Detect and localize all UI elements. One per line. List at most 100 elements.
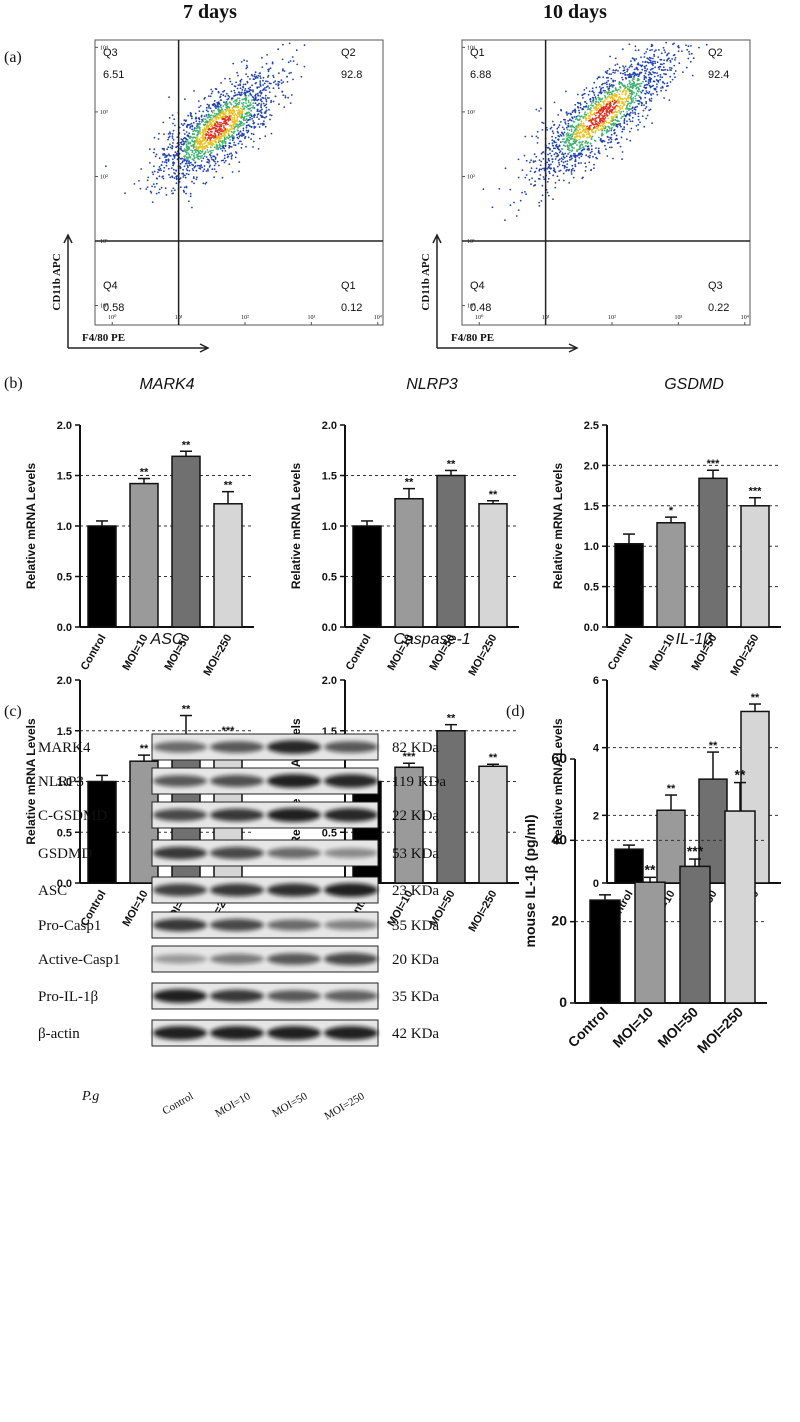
event-dot xyxy=(211,158,214,161)
event-dot xyxy=(595,130,597,132)
event-dot xyxy=(597,151,600,154)
event-dot xyxy=(272,74,274,77)
event-dot xyxy=(611,96,614,99)
event-dot xyxy=(664,73,667,76)
event-dot xyxy=(595,147,597,150)
event-dot xyxy=(585,133,588,136)
blot-band xyxy=(324,919,378,931)
event-dot xyxy=(263,120,265,123)
event-dot xyxy=(197,132,200,135)
molecular-weight: 53 KDa xyxy=(392,846,439,862)
event-dot xyxy=(208,107,210,109)
event-dot xyxy=(274,80,277,82)
event-dot xyxy=(159,167,162,170)
event-dot xyxy=(183,159,186,162)
event-dot xyxy=(610,146,613,149)
event-dot xyxy=(218,138,221,141)
event-dot xyxy=(171,135,174,138)
event-dot xyxy=(185,185,188,188)
event-dot xyxy=(649,99,651,102)
event-dot xyxy=(207,151,210,154)
event-dot xyxy=(189,195,192,198)
event-dot xyxy=(665,41,667,44)
event-dot xyxy=(258,72,261,75)
event-dot xyxy=(185,151,188,154)
event-dot xyxy=(240,146,243,149)
event-dot xyxy=(571,149,574,152)
event-dot xyxy=(612,108,615,110)
event-dot xyxy=(666,85,668,88)
event-dot xyxy=(553,140,555,143)
event-dot xyxy=(577,125,580,128)
event-dot xyxy=(233,85,236,88)
event-dot xyxy=(176,154,179,157)
event-dot xyxy=(270,132,273,135)
event-dot xyxy=(216,122,219,124)
event-dot xyxy=(257,123,260,126)
event-dot xyxy=(231,117,234,119)
event-dot xyxy=(553,170,556,173)
event-dot xyxy=(196,126,199,128)
event-dot xyxy=(645,64,648,67)
y-tick-label: 0 xyxy=(559,994,567,1010)
event-dot xyxy=(181,150,184,152)
event-dot xyxy=(240,116,243,119)
event-dot xyxy=(245,102,247,105)
event-dot xyxy=(636,83,639,86)
event-dot xyxy=(612,79,614,82)
event-dot xyxy=(567,148,570,151)
event-dot xyxy=(184,176,187,179)
event-dot xyxy=(591,96,594,99)
event-dot xyxy=(239,107,242,110)
event-dot xyxy=(599,119,601,122)
event-dot xyxy=(604,71,607,73)
event-dot xyxy=(151,185,154,188)
event-dot xyxy=(193,154,195,157)
event-dot xyxy=(575,117,578,119)
event-dot xyxy=(210,151,213,154)
event-dot xyxy=(256,93,259,95)
bar xyxy=(394,497,424,628)
event-dot xyxy=(165,154,168,157)
event-dot xyxy=(660,89,662,92)
event-dot xyxy=(199,166,202,168)
event-dot xyxy=(261,100,263,103)
event-dot xyxy=(538,168,541,171)
event-dot xyxy=(608,83,611,86)
event-dot xyxy=(621,128,624,131)
bar xyxy=(436,730,466,884)
event-dot xyxy=(172,154,175,157)
event-dot xyxy=(637,123,640,126)
event-dot xyxy=(220,159,223,162)
event-dot xyxy=(635,92,638,95)
event-dot xyxy=(231,128,233,130)
event-dot xyxy=(189,156,192,158)
event-dot xyxy=(546,191,549,194)
event-dot xyxy=(617,120,619,123)
event-dot xyxy=(597,147,600,150)
event-dot xyxy=(270,99,273,102)
event-dot xyxy=(231,113,234,116)
event-dot xyxy=(208,166,211,168)
event-dot xyxy=(105,165,107,168)
significance-label: *** xyxy=(749,486,763,498)
event-dot xyxy=(211,136,214,139)
event-dot xyxy=(189,125,192,128)
event-dot xyxy=(281,58,284,61)
event-dot xyxy=(604,96,607,98)
event-dot xyxy=(606,86,609,88)
event-dot xyxy=(608,110,611,113)
event-dot xyxy=(203,153,206,156)
event-dot xyxy=(228,114,230,116)
event-dot xyxy=(644,67,646,70)
event-dot xyxy=(236,112,239,115)
event-dot xyxy=(647,79,650,81)
event-dot xyxy=(264,135,267,138)
event-dot xyxy=(597,107,600,110)
protein-name: Pro-Casp1 xyxy=(38,918,101,934)
event-dot xyxy=(616,124,618,126)
event-dot xyxy=(605,81,608,84)
event-dot xyxy=(210,114,213,117)
event-dot xyxy=(688,50,690,53)
event-dot xyxy=(162,121,165,124)
